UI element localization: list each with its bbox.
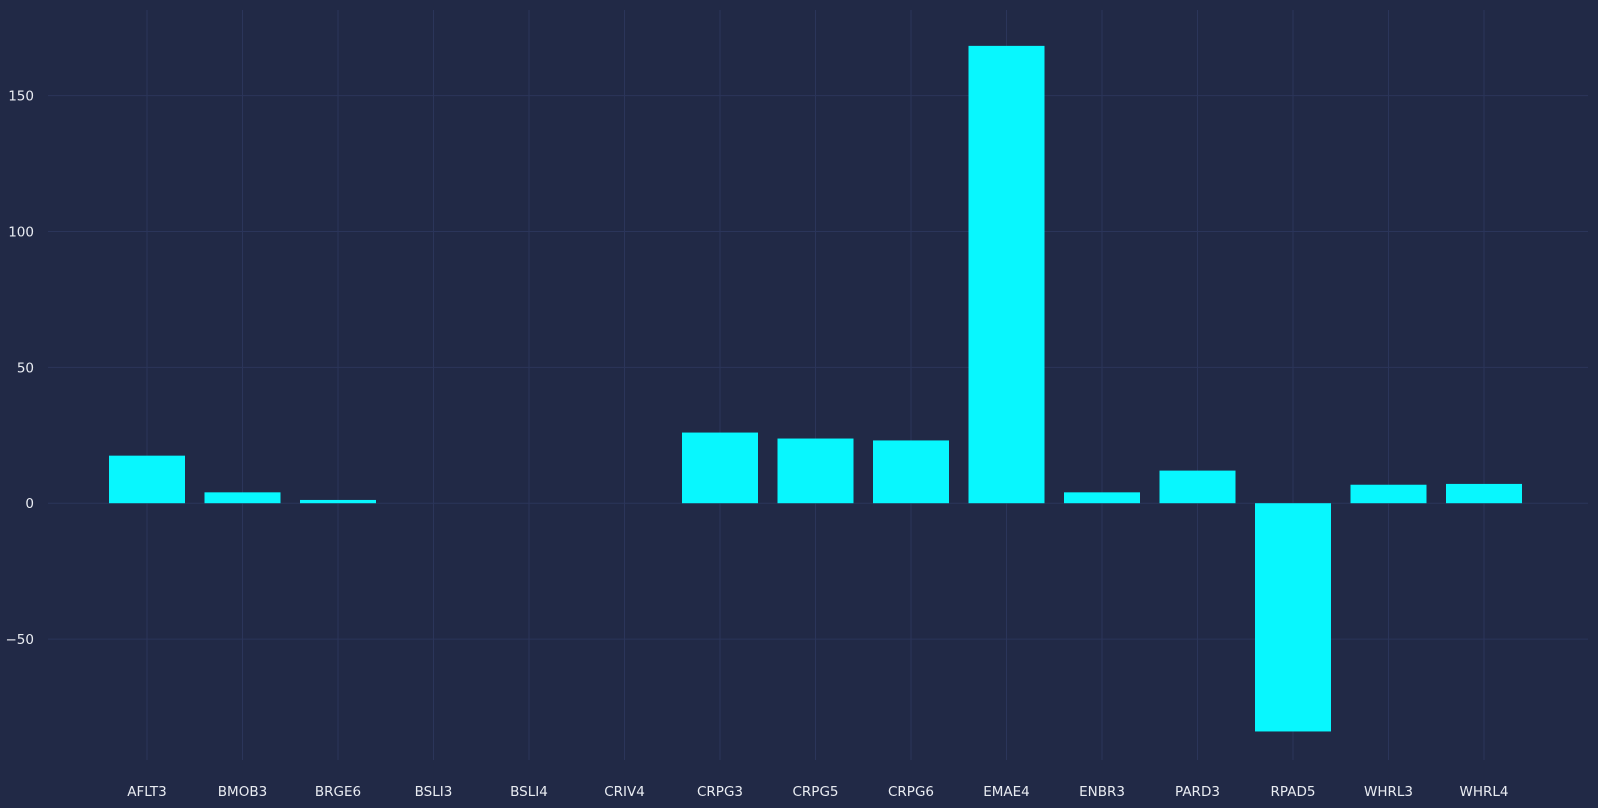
x-tick-label: BMOB3 — [218, 784, 267, 800]
y-tick-label: −50 — [6, 632, 35, 648]
x-tick-label: CRPG5 — [793, 784, 839, 800]
grid — [48, 10, 1588, 760]
y-axis-ticks: −50 0 50 100 150 — [6, 89, 35, 648]
x-tick-label: CRPG3 — [697, 784, 743, 800]
y-tick-label: 50 — [17, 360, 34, 376]
bar-whrl3 — [1350, 484, 1427, 504]
x-tick-label: EMAE4 — [983, 784, 1030, 800]
y-tick-label: 150 — [8, 89, 34, 105]
x-tick-label: BSLI4 — [510, 784, 548, 800]
x-tick-label: AFLT3 — [127, 784, 167, 800]
x-tick-label: CRIV4 — [604, 784, 645, 800]
x-tick-label: BRGE6 — [315, 784, 361, 800]
bars — [109, 45, 1522, 732]
bar-whrl4 — [1446, 483, 1522, 504]
bar-crpg3 — [682, 432, 758, 504]
x-tick-label: ENBR3 — [1079, 784, 1125, 800]
bar-pard3 — [1159, 470, 1236, 504]
x-tick-label: WHRL4 — [1460, 784, 1509, 800]
x-tick-label: RPAD5 — [1271, 784, 1316, 800]
x-tick-label: WHRL3 — [1364, 784, 1413, 800]
bar-crpg5 — [777, 438, 854, 504]
x-axis-ticks: AFLT3 BMOB3 BRGE6 BSLI3 BSLI4 CRIV4 CRPG3 CRPG5… — [127, 784, 1508, 800]
bar-brge6 — [300, 499, 376, 504]
bar-aflt3 — [109, 455, 185, 504]
bar-enbr3 — [1064, 492, 1140, 504]
bar-bmob3 — [204, 492, 281, 504]
y-tick-label: 0 — [25, 496, 34, 512]
x-tick-label: BSLI3 — [415, 784, 453, 800]
bar-emae4 — [968, 45, 1045, 504]
y-tick-label: 100 — [8, 224, 34, 240]
bar-rpad5 — [1255, 503, 1331, 732]
x-tick-label: PARD3 — [1175, 784, 1220, 800]
x-tick-label: CRPG6 — [888, 784, 934, 800]
bar-crpg6 — [873, 440, 949, 504]
